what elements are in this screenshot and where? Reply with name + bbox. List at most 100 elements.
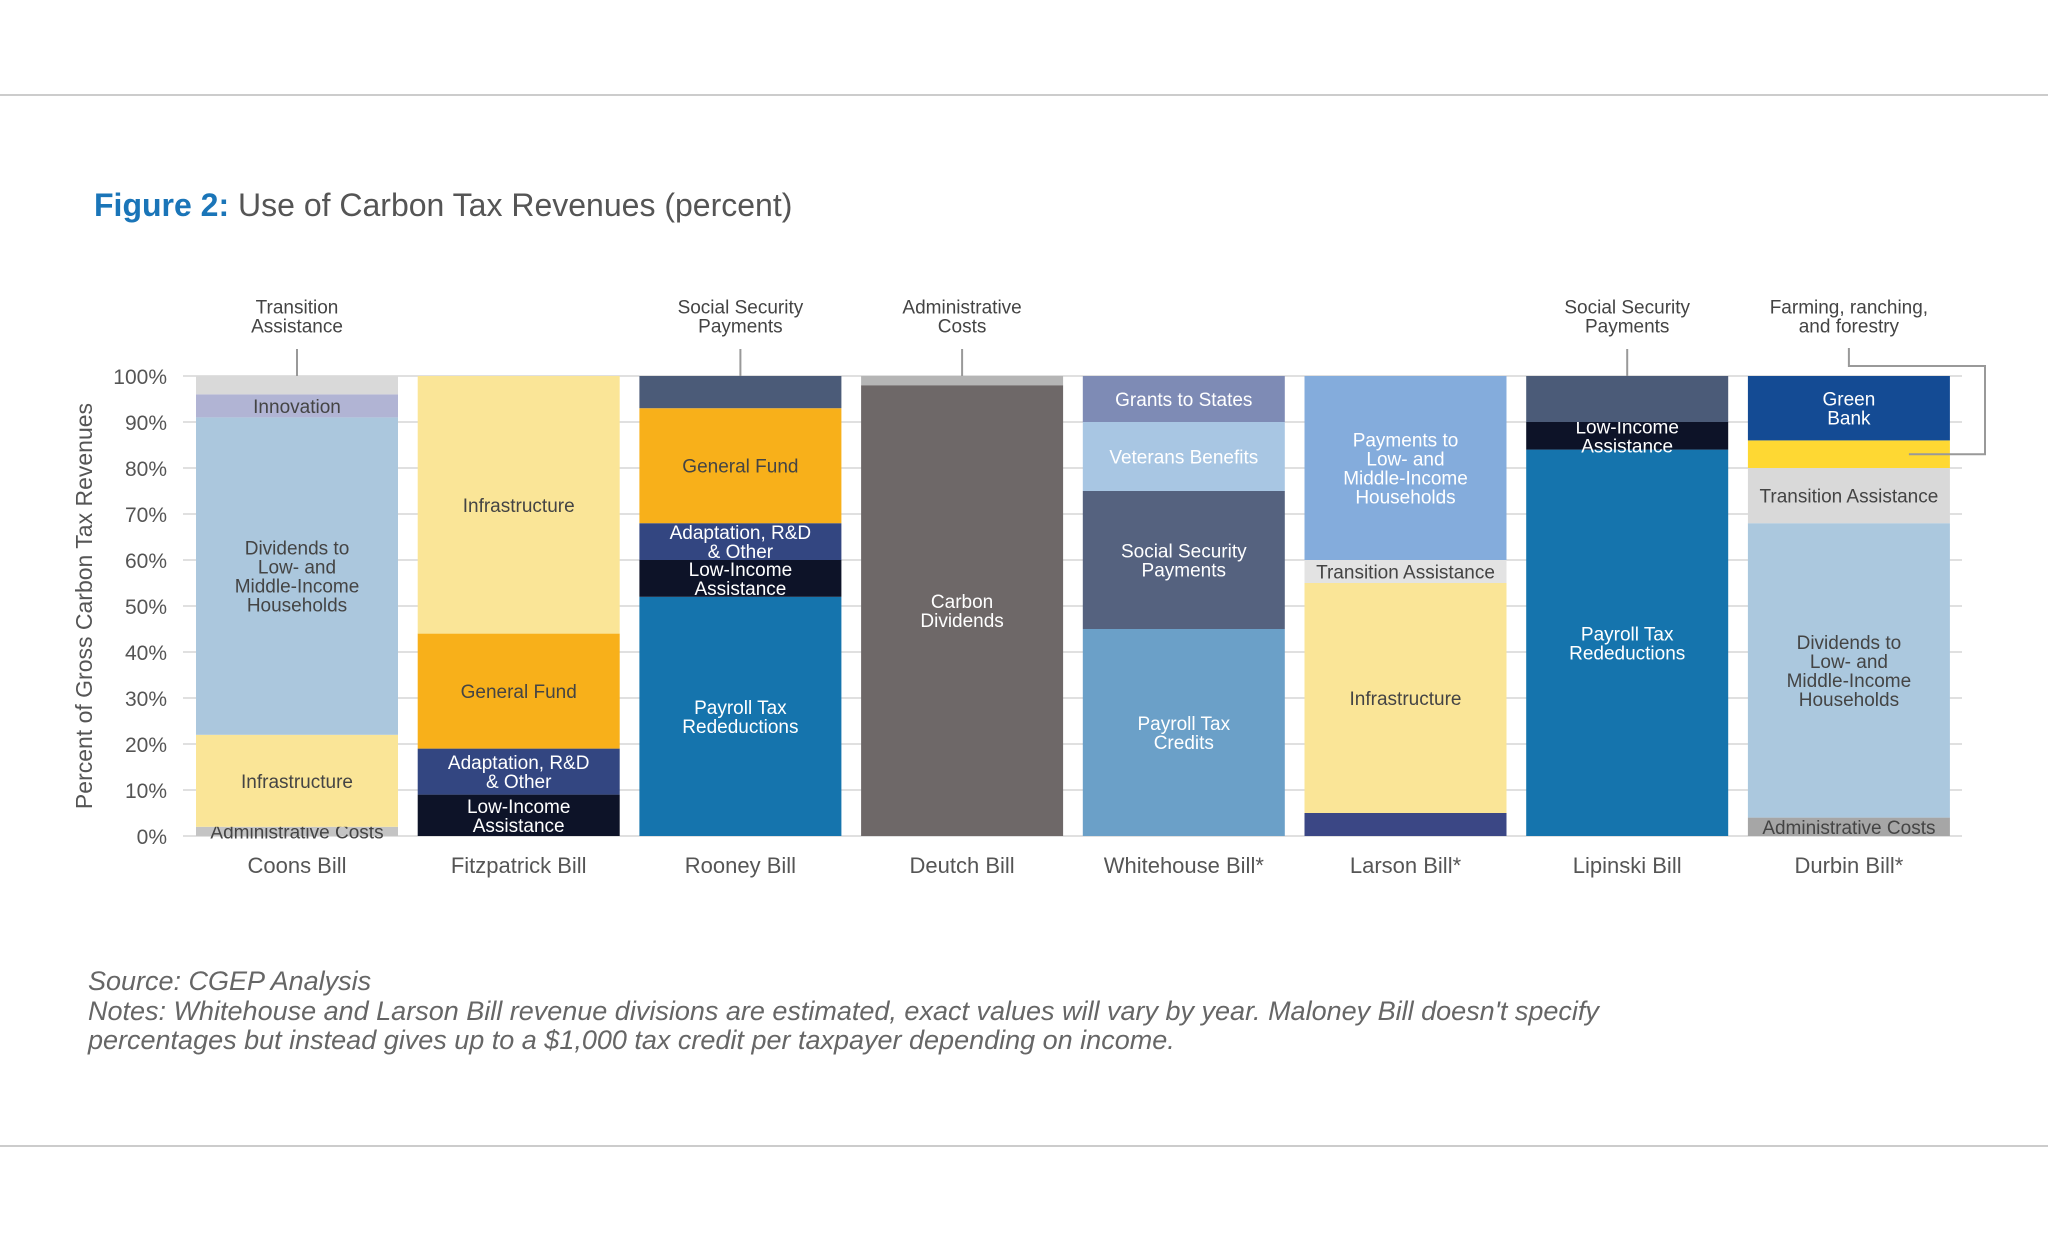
bar-segment: [1526, 449, 1729, 836]
y-tick-label: 80%: [125, 458, 167, 481]
y-axis-ticks: 0% 10% 20% 30% 40% 50% 60% 70% 80% 90% 100%: [113, 366, 167, 849]
bar-lipinski-bill: Payroll Tax Redeductions Low-Income Assista…: [1526, 376, 1729, 836]
bar-segment: [1082, 629, 1285, 836]
x-axis-labels: Coons Bill Fitzpatrick Bill Rooney Bill Deu…: [247, 853, 1903, 878]
callout-label: Social Security Payments: [1564, 298, 1690, 338]
bar-segment: [1082, 422, 1285, 491]
bar-durbin-bill: Administrative Costs Dividends to Low- and…: [1747, 376, 1950, 839]
callout-label-line: Transition: [256, 298, 339, 319]
segment-label-line: Adaptation, R&D: [448, 753, 590, 774]
bar-segment: [1304, 583, 1507, 813]
segment-label-line: Assistance: [694, 579, 786, 600]
x-tick-label: Durbin Bill*: [1794, 853, 1903, 878]
segment-label: Administrative Costs: [210, 822, 383, 843]
segment-label-line: Payroll Tax: [1138, 714, 1231, 735]
y-tick-label: 90%: [125, 412, 167, 435]
bar-larson-bill: Infrastructure Transition Assistance Payme…: [1304, 376, 1507, 836]
bar-rooney-bill: Payroll Tax Redeductions Low-Income Assista…: [639, 376, 842, 836]
bar-segment: [1082, 376, 1285, 422]
notes-line-1: Notes: Whitehouse and Larson Bill revenu…: [88, 996, 1600, 1026]
y-tick-label: 0%: [137, 826, 167, 849]
segment-label-line: Middle-Income: [1787, 671, 1912, 692]
callout-leader-line: [1847, 348, 1986, 456]
segment-label-line: Middle-Income: [1343, 469, 1468, 490]
segment-label-line: & Other: [486, 772, 552, 793]
bar-segment: [639, 596, 842, 836]
segment-label: Social Security Payments: [1121, 542, 1247, 582]
bar-deutch-bill: Carbon Dividends: [861, 376, 1064, 836]
segment-label: Low-Income Assistance: [467, 797, 571, 837]
segment-label-line: Veterans Benefits: [1109, 448, 1258, 469]
callout-label-line: Assistance: [251, 317, 343, 338]
bar-segment: [639, 408, 842, 524]
callout-label-line: Administrative: [902, 298, 1021, 319]
segment-label-line: General Fund: [682, 457, 798, 478]
segment-label-line: Assistance: [1581, 436, 1673, 457]
segment-label-line: Bank: [1827, 409, 1871, 430]
callout-label-line: and forestry: [1799, 317, 1900, 338]
segment-label: Carbon Dividends: [920, 592, 1003, 632]
bar-segment: [639, 560, 842, 597]
callout-label-line: Payments: [1585, 317, 1669, 338]
segment-label-line: Innovation: [253, 397, 341, 418]
segment-label-line: Transition Assistance: [1759, 487, 1938, 508]
segment-label: Infrastructure: [241, 772, 353, 793]
segment-label: Grants to States: [1115, 390, 1252, 411]
segment-label-line: Credits: [1154, 733, 1214, 754]
x-tick-label: Lipinski Bill: [1573, 853, 1682, 878]
segment-label: Dividends to Low- and Middle-Income Househo…: [235, 539, 360, 617]
bar-segment: [1747, 817, 1950, 836]
segment-label-line: Dividends: [920, 611, 1003, 632]
segment-label-line: Infrastructure: [241, 772, 353, 793]
segment-label: Adaptation, R&D & Other: [448, 753, 590, 793]
segment-label: Low-Income Assistance: [1575, 417, 1679, 457]
figure-title-prefix: Figure 2:: [94, 187, 229, 223]
segment-label-line: Carbon: [931, 592, 993, 613]
bar-segment: [1304, 376, 1507, 560]
segment-label: Infrastructure: [1350, 689, 1462, 710]
segment-label-line: Payments to: [1353, 431, 1459, 452]
y-tick-label: 100%: [113, 366, 167, 389]
bar-segment: [1304, 813, 1507, 836]
segment-label: Transition Assistance: [1759, 487, 1938, 508]
segment-label-line: Middle-Income: [235, 577, 360, 598]
segment-label: Adaptation, R&D & Other: [670, 523, 812, 563]
bar-segment: [1747, 376, 1950, 441]
segment-label-line: Administrative Costs: [210, 822, 383, 843]
y-tick-label: 50%: [125, 596, 167, 619]
callout-label-line: Social Security: [678, 298, 804, 319]
bar-segment: [861, 385, 1064, 836]
source-note: Source: CGEP Analysis: [88, 966, 371, 996]
segment-label-line: Payroll Tax: [694, 698, 787, 719]
y-tick-label: 30%: [125, 688, 167, 711]
bar-segment: [196, 376, 398, 395]
segment-label-line: Green: [1822, 390, 1875, 411]
bar-segment: [1526, 422, 1729, 450]
segment-label-line: Low-Income: [689, 560, 793, 581]
segment-label: Payroll Tax Redeductions: [1569, 624, 1685, 664]
bar-segment: [417, 748, 620, 795]
segment-label-line: Social Security: [1121, 542, 1247, 563]
bar-segment: [639, 523, 842, 560]
segment-label-line: Dividends to: [245, 539, 350, 560]
bar-segment: [1082, 491, 1285, 629]
bar-segment: [1747, 468, 1950, 524]
bar-segment: [417, 376, 620, 634]
segment-label: Dividends to Low- and Middle-Income Househo…: [1787, 633, 1912, 711]
segment-label: Transition Assistance: [1316, 563, 1495, 584]
segment-label: Payroll Tax Credits: [1138, 714, 1231, 754]
segment-label-line: & Other: [708, 542, 774, 563]
segment-label: Low-Income Assistance: [689, 560, 793, 600]
callout-label-line: Farming, ranching,: [1770, 298, 1928, 319]
callout-label: Transition Assistance: [251, 298, 343, 338]
notes-line-2: percentages but instead gives up to a $1…: [87, 1025, 1175, 1055]
segment-label-line: Transition Assistance: [1316, 563, 1495, 584]
y-tick-label: 10%: [125, 780, 167, 803]
x-tick-label: Deutch Bill: [910, 853, 1015, 878]
bar-segment: [1526, 376, 1729, 422]
segment-label-line: Households: [1355, 488, 1455, 509]
x-tick-label: Whitehouse Bill*: [1104, 853, 1265, 878]
figure-title: Figure 2: Use of Carbon Tax Revenues (pe…: [94, 187, 792, 223]
